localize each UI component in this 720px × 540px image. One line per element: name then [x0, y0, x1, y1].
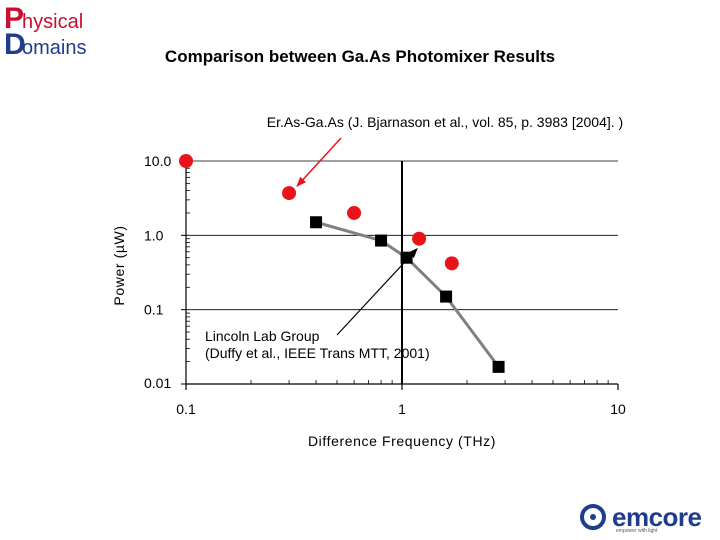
series-1-point-4	[492, 360, 505, 373]
series-1-point-0	[310, 216, 323, 229]
series-0-point-0	[179, 154, 193, 168]
logo-word-2: omains	[22, 37, 87, 59]
x-tick-label-0: 0.1	[176, 401, 196, 417]
series-0-point-2	[347, 205, 362, 220]
emcore-mark-icon	[580, 504, 606, 530]
annotation-erasgaas-label: Er.As-Ga.As (J. Bjarnason et al., vol. 8…	[267, 114, 623, 130]
y-tick-label-3: 10.0	[144, 153, 171, 169]
y-axis-title: Power (µW)	[111, 225, 127, 305]
logo-letter-d: D	[4, 28, 26, 61]
emcore-logo-word: emcore	[612, 502, 702, 532]
emcore-logo: emcore empower with light	[580, 502, 702, 534]
series-1-point-3	[440, 290, 453, 303]
annotation-lincoln-label-line-2: (Duffy et al., IEEE Trans MTT, 2001)	[205, 345, 430, 361]
series-1-point-1	[375, 234, 388, 247]
series-1-point-2	[400, 251, 413, 264]
annotation-erasgaas-arrow	[296, 137, 342, 187]
annotation-lincoln-label-line-1: Lincoln Lab Group	[205, 328, 320, 344]
series-0-point-4	[444, 256, 459, 271]
slide-title: Comparison between Ga.As Photomixer Resu…	[164, 47, 556, 66]
x-tick-label-2: 10	[610, 401, 626, 417]
y-tick-label-2: 1.0	[144, 227, 164, 243]
y-tick-label-1: 0.1	[144, 302, 164, 318]
logo-word-1: hysical	[22, 11, 84, 33]
logo-letter-p: P	[4, 2, 25, 35]
series-0-point-1	[282, 186, 297, 201]
x-axis-title: Difference Frequency (THz)	[308, 433, 496, 449]
annotation-lincoln-arrow	[336, 248, 418, 336]
emcore-logo-tagline: empower with light	[616, 528, 658, 534]
series-0-point-3	[412, 231, 427, 246]
x-tick-label-1: 1	[398, 401, 406, 417]
y-tick-label-0: 0.01	[144, 375, 171, 391]
